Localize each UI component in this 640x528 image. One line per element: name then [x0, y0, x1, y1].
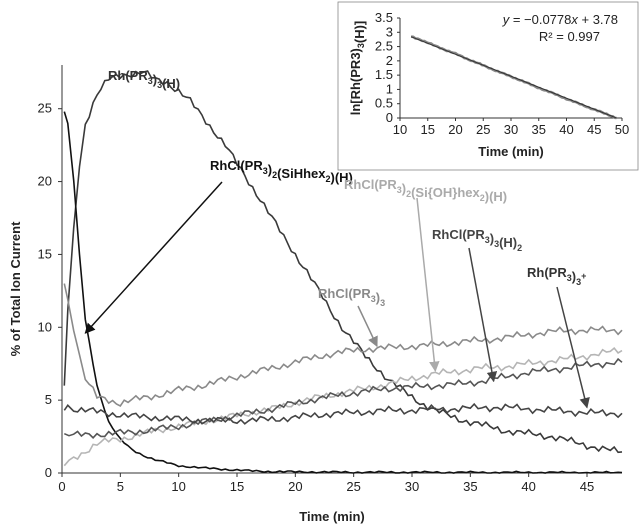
inset-y-tick-label: 1 — [386, 81, 393, 96]
main-y-axis-title: % of Total Ion Current — [8, 221, 23, 356]
series-line-2 — [63, 111, 623, 474]
inset-y-tick-label: 3.5 — [375, 10, 393, 25]
inset-background — [338, 2, 638, 170]
inset-y-tick-label: 2 — [386, 53, 393, 68]
inset-x-ticks: 10 15 20 25 30 35 40 45 50 — [393, 118, 629, 137]
annotation-label-3: RhCl(PR3)3 — [318, 286, 385, 308]
series-line-4 — [63, 346, 623, 467]
annotation-1: Rh(PR3)3(H) — [108, 68, 180, 91]
inset-x-tick-label: 35 — [532, 122, 546, 137]
main-y-tick-label: 15 — [38, 246, 52, 261]
main-x-tick-label: 35 — [463, 479, 477, 494]
main-x-tick-label: 30 — [405, 479, 419, 494]
inset-y-tick-label: 2.5 — [375, 39, 393, 54]
annotation-label-4: RhCl(PR3)2(Si{OH}hex2)(H) — [344, 177, 507, 204]
series-line-3 — [63, 283, 623, 408]
main-x-tick-label: 10 — [171, 479, 185, 494]
inset-frame — [337, 1, 639, 171]
annotation-2: RhCl(PR3)2(SiHhex2)(H) — [84, 158, 353, 334]
inset-x-tick-label: 10 — [393, 122, 407, 137]
annotation-arrow-3 — [357, 305, 378, 348]
inset-y-axis-title: ln[Rh(PR3)3(H)] — [348, 21, 367, 116]
inset-y-tick-label: 3 — [386, 24, 393, 39]
annotation-arrow-2 — [84, 181, 223, 334]
inset-y-tick-label: 1.5 — [375, 67, 393, 82]
inset-x-tick-label: 50 — [615, 122, 629, 137]
main-y-tick-label: 5 — [45, 392, 52, 407]
inset-series — [410, 35, 617, 120]
annotation-arrow-6 — [556, 286, 590, 409]
main-y-tick-label: 20 — [38, 174, 52, 189]
inset-r-squared: R² = 0.997 — [539, 29, 600, 44]
main-annotations: Rh(PR3)3(H)RhCl(PR3)2(SiHhex2)(H)RhCl(PR… — [84, 68, 590, 409]
annotation-4: RhCl(PR3)2(Si{OH}hex2)(H) — [344, 177, 507, 373]
inset-x-tick-label: 45 — [587, 122, 601, 137]
main-y-tick-label: 10 — [38, 319, 52, 334]
main-y-ticks: 0 5 10 15 20 25 — [38, 101, 62, 480]
inset-y-ticks: 00.511.522.533.5 — [375, 10, 400, 125]
inset-plot: 10 15 20 25 30 35 40 45 50 00.511.522.533.5 Time… — [337, 1, 639, 171]
annotation-label-5: RhCl(PR3)3(H)2 — [432, 227, 522, 253]
main-x-tick-label: 40 — [521, 479, 535, 494]
annotation-label-6: Rh(PR3)3+ — [527, 265, 586, 287]
inset-x-tick-label: 30 — [504, 122, 518, 137]
annotation-label-2: RhCl(PR3)2(SiHhex2)(H) — [210, 158, 353, 185]
series-line-6 — [63, 402, 623, 425]
inset-x-tick-label: 20 — [448, 122, 462, 137]
main-x-tick-label: 15 — [230, 479, 244, 494]
main-y-tick-label: 25 — [38, 101, 52, 116]
main-y-tick-label: 0 — [45, 465, 52, 480]
main-x-tick-label: 20 — [288, 479, 302, 494]
annotation-5: RhCl(PR3)3(H)2 — [432, 227, 522, 383]
main-x-tick-label: 45 — [580, 479, 594, 494]
inset-fit-equation: y = −0.0778x + 3.78 — [502, 12, 618, 27]
series-line-5 — [63, 357, 623, 439]
annotation-label-1: Rh(PR3)3(H) — [108, 68, 180, 91]
inset-x-tick-label: 40 — [559, 122, 573, 137]
inset-y-tick-label: 0.5 — [375, 96, 393, 111]
main-series — [63, 70, 623, 474]
main-x-axis-title: Time (min) — [299, 509, 365, 524]
inset-fit-line — [410, 36, 617, 119]
annotation-3: RhCl(PR3)3 — [318, 286, 385, 348]
inset-x-tick-label: 25 — [476, 122, 490, 137]
annotation-arrow-5 — [468, 247, 498, 383]
inset-x-axis-title: Time (min) — [478, 144, 544, 159]
main-x-tick-label: 0 — [58, 479, 65, 494]
annotation-arrow-4 — [416, 197, 440, 373]
main-x-tick-label: 25 — [346, 479, 360, 494]
main-x-ticks: 0 5 10 15 20 25 30 35 40 45 — [58, 473, 594, 494]
main-x-tick-label: 5 — [117, 479, 124, 494]
series-line-1 — [63, 70, 623, 454]
inset-x-tick-label: 15 — [421, 122, 435, 137]
annotation-6: Rh(PR3)3+ — [527, 265, 590, 409]
inset-y-tick-label: 0 — [386, 110, 393, 125]
